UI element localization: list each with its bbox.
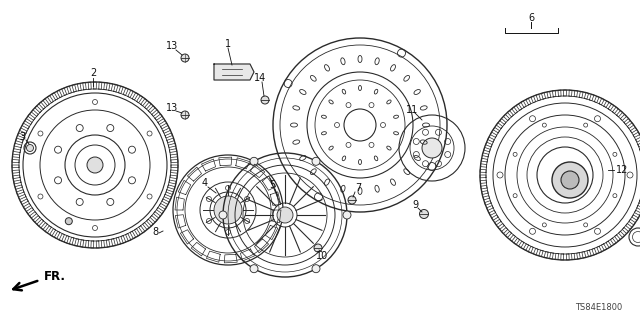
Circle shape <box>87 157 103 173</box>
Circle shape <box>26 145 33 152</box>
Circle shape <box>343 211 351 219</box>
Circle shape <box>312 157 320 165</box>
Text: 2: 2 <box>90 68 96 78</box>
Text: 8: 8 <box>152 227 158 237</box>
Text: TS84E1800: TS84E1800 <box>575 303 622 312</box>
Text: 12: 12 <box>616 165 628 175</box>
Circle shape <box>277 207 293 223</box>
Circle shape <box>561 171 579 189</box>
Circle shape <box>419 210 429 219</box>
Circle shape <box>181 111 189 119</box>
Text: 3: 3 <box>19 132 25 142</box>
Text: 7: 7 <box>355 183 361 193</box>
Circle shape <box>250 157 258 165</box>
Text: 13: 13 <box>166 41 178 51</box>
Text: FR.: FR. <box>44 271 66 284</box>
Circle shape <box>261 96 269 104</box>
Circle shape <box>422 138 442 158</box>
Text: 5: 5 <box>269 180 275 190</box>
Circle shape <box>250 265 258 273</box>
Text: 14: 14 <box>254 73 266 83</box>
Circle shape <box>214 196 242 224</box>
Circle shape <box>181 54 189 62</box>
Circle shape <box>312 265 320 273</box>
Circle shape <box>219 211 227 219</box>
Text: 9: 9 <box>412 200 418 210</box>
Circle shape <box>65 218 72 225</box>
Text: 13: 13 <box>166 103 178 113</box>
Circle shape <box>348 196 356 204</box>
Text: 6: 6 <box>528 13 534 23</box>
Text: 4: 4 <box>202 178 208 188</box>
Text: 1: 1 <box>225 39 231 49</box>
Circle shape <box>552 162 588 198</box>
Text: 11: 11 <box>406 105 418 115</box>
Polygon shape <box>214 64 254 80</box>
Circle shape <box>314 244 322 252</box>
Text: 10: 10 <box>316 251 328 261</box>
